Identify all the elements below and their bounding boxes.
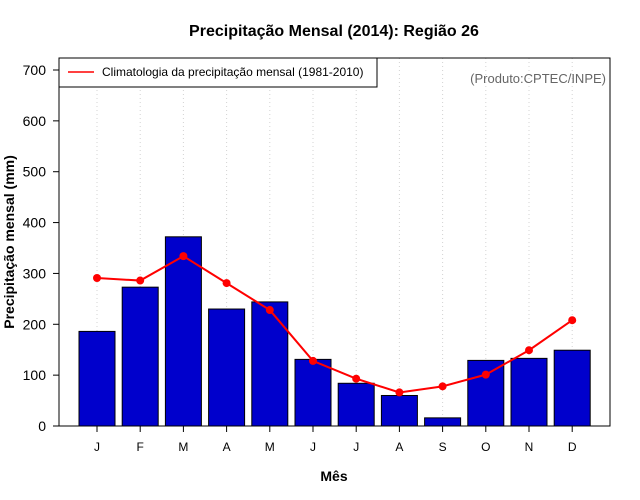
y-tick-label-400: 400 [23,215,47,231]
chart-title: Precipitação Mensal (2014): Região 26 [189,23,479,40]
y-tick-label-700: 700 [23,62,47,78]
x-tick-label-9: O [481,440,490,454]
y-tick-label-300: 300 [23,265,47,281]
climatology-point-10 [525,346,533,355]
x-tick-label-5: J [310,440,316,454]
bar-6 [337,382,375,427]
legend-box [58,57,378,88]
climatology-line [96,254,573,394]
y-tick-label-500: 500 [23,164,47,180]
legend-label: Climatologia da precipitação mensal (198… [102,65,363,79]
climatology-point-6 [352,374,361,383]
y-tick-label-0: 0 [38,418,46,434]
climatology-point-11 [568,316,577,325]
bar-10 [510,357,548,427]
climatology-point-5 [309,356,317,365]
x-tick-label-4: M [265,440,275,454]
x-tick-label-7: A [395,440,403,454]
y-axis-title: Precipitação mensal (mm) [1,155,17,329]
x-tick-label-3: A [223,440,231,454]
bar-11 [553,349,591,427]
x-tick-label-2: M [178,440,188,454]
bar-7 [380,394,418,427]
y-tick-label-600: 600 [23,113,47,129]
climatology-point-7 [395,388,404,397]
x-tick-label-1: F [137,440,144,454]
climatology-point-3 [222,279,231,288]
x-tick-label-10: N [525,440,534,454]
credit-annotation: (Produto:CPTEC/INPE) [470,71,606,86]
bar-8 [424,417,462,427]
climatology-point-9 [481,370,490,379]
x-tick-label-0: J [94,440,100,454]
bar-1 [121,286,159,427]
climatology-point-1 [136,276,145,285]
bars-layer [78,236,591,427]
climatology-point-8 [438,382,447,391]
bar-5 [294,358,332,427]
climatology-point-0 [93,274,101,283]
y-tick-label-200: 200 [23,316,47,332]
legend: Climatologia da precipitação mensal (198… [58,57,378,88]
y-tick-label-100: 100 [23,367,47,383]
x-tick-label-11: D [568,440,577,454]
bar-2 [164,236,202,427]
bar-3 [208,308,246,427]
y-axis: 0 100 200 300 400 500 600 700 [23,62,59,434]
climatology-line-layer [93,252,577,397]
climatology-point-2 [179,252,188,261]
x-tick-label-6: J [353,440,359,454]
x-tick-label-8: S [439,440,447,454]
climatology-point-4 [265,306,274,315]
x-axis-title: Mês [320,468,347,484]
bar-0 [78,330,116,427]
bar-4 [251,301,289,427]
bar-9 [467,359,505,427]
